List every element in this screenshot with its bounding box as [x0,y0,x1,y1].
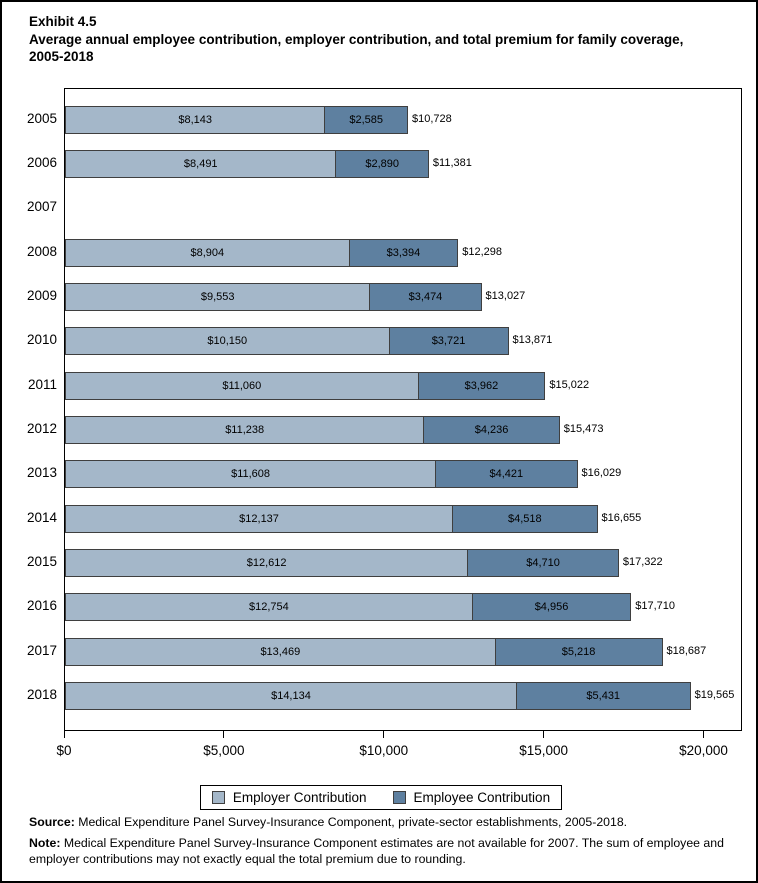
employee-contribution-bar: $2,585 [324,105,408,134]
employer-contribution-bar: $14,134 [65,682,517,711]
year-label: 2012 [26,420,57,436]
total-premium-label: $18,687 [666,644,707,657]
year-label: 2018 [26,687,57,703]
methodology-note: Note: Medical Expenditure Panel Survey-I… [29,836,745,867]
x-axis-tick [543,731,545,738]
legend-container: Employer Contribution Employee Contribut… [2,785,756,810]
year-label: 2013 [26,465,57,481]
total-premium-label: $13,027 [485,289,526,302]
total-premium-label: $16,029 [581,467,622,480]
exhibit-number: Exhibit 4.5 [29,14,97,29]
title-block: Exhibit 4.5 Average annual employee cont… [29,13,721,66]
x-axis-tick [703,731,704,738]
employer-contribution-bar: $11,608 [65,460,437,489]
employer-contribution-bar: $9,553 [65,282,371,311]
employee-contribution-bar: $3,394 [348,238,459,267]
source-label: Source: [29,815,75,829]
total-premium-label: $12,298 [462,245,502,258]
x-axis-tick [383,731,385,738]
legend-entry-employer: Employer Contribution [211,790,367,805]
legend-swatch-employer-icon [211,791,225,804]
footnotes: Source: Medical Expenditure Panel Survey… [29,814,745,867]
source-text: Medical Expenditure Panel Survey-Insuran… [78,815,628,829]
employer-contribution-bar: $10,150 [65,327,390,356]
year-label: 2005 [26,110,57,126]
employer-contribution-bar: $8,904 [65,238,350,267]
year-label: 2006 [26,154,57,170]
legend-label-employee: Employee Contribution [413,790,551,805]
total-premium-label: $15,022 [549,378,590,391]
plot-area: $8,143 $2,585 $8,491 $2,890 $8,904 $3,394 $9,5… [64,88,742,731]
total-premium-label: $10,728 [412,112,452,125]
employee-contribution-bar: $4,956 [471,593,632,622]
x-axis-tick [63,731,65,738]
source-note: Source: Medical Expenditure Panel Survey… [29,814,745,830]
year-label: 2015 [26,554,57,569]
total-premium-label: $15,473 [563,422,604,435]
x-axis-tick-label: $5,000 [203,743,245,758]
total-premium-label: $17,710 [635,600,676,613]
employer-contribution-bar: $12,754 [65,593,473,622]
year-label: 2014 [26,509,57,525]
year-label: 2011 [27,376,57,392]
employee-contribution-bar: $5,431 [515,682,691,711]
legend-label-employer: Employer Contribution [232,790,367,805]
employee-contribution-bar: $2,890 [335,149,429,178]
total-premium-label: $11,381 [432,156,472,169]
employer-contribution-bar: $8,143 [65,105,326,134]
chart-title: Average annual employee contribution, em… [29,31,684,65]
employer-contribution-bar: $12,137 [65,504,454,533]
note-text: Medical Expenditure Panel Survey-Insuran… [29,836,724,866]
x-axis-tick-label: $20,000 [679,743,728,758]
employee-contribution-bar: $4,236 [423,415,560,444]
year-label: 2010 [26,332,57,348]
employer-contribution-bar: $8,491 [65,149,337,178]
employee-contribution-bar: $4,421 [435,460,578,489]
total-premium-label: $19,565 [694,689,735,702]
employer-contribution-bar: $11,238 [65,415,425,444]
employee-contribution-bar: $4,518 [452,504,598,533]
year-label: 2009 [26,287,57,303]
employer-contribution-bar: $13,469 [65,637,496,666]
employee-contribution-bar: $4,710 [467,549,619,577]
x-axis-tick-label: $0 [56,743,72,758]
total-premium-label: $13,871 [512,334,553,347]
year-label: 2007 [26,199,57,215]
employee-contribution-bar: $3,474 [369,282,482,311]
employer-contribution-bar: $11,060 [65,371,419,400]
employee-contribution-bar: $3,962 [417,371,546,400]
employee-contribution-bar: $3,721 [388,327,509,356]
year-label: 2017 [26,642,57,658]
x-axis-tick-label: $15,000 [519,743,569,758]
year-label: 2016 [26,598,57,614]
year-label: 2008 [26,243,57,259]
note-label: Note: [29,836,61,850]
total-premium-label: $17,322 [622,556,663,568]
legend-entry-employee: Employee Contribution [392,790,551,805]
legend-swatch-employee-icon [392,791,406,804]
employee-contribution-bar: $5,218 [494,637,663,666]
x-axis-tick [223,731,225,738]
total-premium-label: $16,655 [601,511,642,524]
legend: Employer Contribution Employee Contribut… [199,785,563,810]
x-axis-tick-label: $10,000 [359,743,409,758]
employer-contribution-bar: $12,612 [65,549,469,577]
